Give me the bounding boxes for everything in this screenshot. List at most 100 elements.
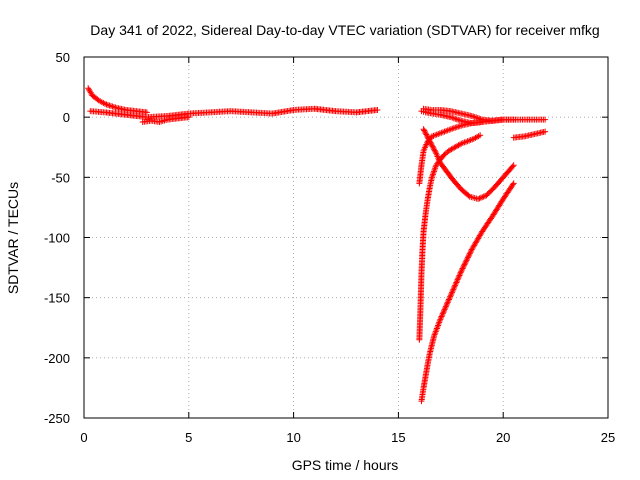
data-point-marker — [432, 148, 439, 155]
data-point-marker — [431, 147, 438, 154]
data-point-marker — [456, 272, 463, 279]
data-point-marker — [475, 195, 482, 202]
data-point-marker — [455, 273, 462, 280]
data-point-marker — [449, 114, 456, 121]
data-point-marker — [468, 112, 475, 119]
data-point-marker — [510, 180, 517, 187]
data-point-marker — [459, 265, 466, 272]
data-point-marker — [460, 264, 467, 271]
x-tick-label: 10 — [286, 430, 300, 445]
data-point-marker — [421, 127, 428, 134]
data-point-marker — [374, 106, 381, 113]
data-point-marker — [428, 140, 435, 147]
data-point-marker — [432, 163, 439, 170]
series-points — [418, 108, 486, 127]
data-point-marker — [429, 171, 436, 178]
data-point-marker — [453, 278, 460, 285]
data-point-marker — [450, 286, 457, 293]
data-point-marker — [428, 142, 435, 149]
data-point-marker — [422, 130, 429, 137]
x-tick-label: 25 — [601, 430, 615, 445]
data-point-marker — [471, 113, 478, 120]
data-point-marker — [453, 124, 460, 131]
data-point-marker — [441, 306, 448, 313]
axis-ticks: 0 5 10 15 20 25 -250 -200 -150 -100 -50 0 50 — [44, 50, 615, 445]
y-tick-label: -250 — [44, 411, 70, 426]
data-point-marker — [477, 132, 484, 139]
data-point-marker — [447, 292, 454, 299]
data-point-marker — [429, 172, 436, 179]
data-point-marker — [104, 101, 111, 108]
data-point-marker — [447, 114, 454, 121]
data-point-marker — [455, 275, 462, 282]
x-tick-label: 20 — [496, 430, 510, 445]
x-tick-label: 15 — [391, 430, 405, 445]
data-point-marker — [427, 139, 434, 146]
data-point-marker — [466, 251, 473, 258]
data-point-marker — [442, 305, 449, 312]
data-point-marker — [453, 279, 460, 286]
data-point-marker — [440, 309, 447, 316]
data-point-marker — [461, 261, 468, 268]
data-point-marker — [106, 102, 113, 109]
data-point-marker — [449, 125, 456, 132]
data-point-marker — [477, 116, 484, 123]
data-point-marker — [430, 144, 437, 151]
data-point-marker — [542, 116, 549, 123]
data-point-marker — [439, 310, 446, 317]
data-point-marker — [456, 123, 463, 130]
y-tick-label: 50 — [56, 50, 70, 65]
data-point-marker — [101, 100, 108, 107]
x-tick-label: 0 — [80, 430, 87, 445]
data-point-marker — [479, 194, 486, 201]
data-point-marker — [457, 269, 464, 276]
data-point-marker — [445, 297, 452, 304]
data-point-marker — [446, 295, 453, 302]
data-point-marker — [439, 312, 446, 319]
data-point-marker — [424, 132, 431, 139]
data-point-marker — [452, 115, 459, 122]
data-point-marker — [444, 300, 451, 307]
data-point-marker — [449, 288, 456, 295]
data-point-marker — [462, 260, 469, 267]
y-tick-label: -150 — [44, 291, 70, 306]
data-point-marker — [103, 101, 110, 108]
x-axis-label: GPS time / hours — [292, 457, 399, 473]
data-point-marker — [453, 116, 460, 123]
series-points — [139, 114, 192, 125]
data-point-marker — [468, 247, 475, 254]
data-point-marker — [444, 299, 451, 306]
data-point-marker — [480, 193, 487, 200]
series-points — [420, 105, 549, 124]
data-point-marker — [450, 285, 457, 292]
data-point-marker — [460, 262, 467, 269]
y-tick-label: -100 — [44, 231, 70, 246]
y-tick-label: -50 — [51, 170, 70, 185]
data-point-marker — [109, 103, 116, 110]
data-point-marker — [454, 276, 461, 283]
data-point-marker — [107, 102, 114, 109]
data-point-marker — [464, 254, 471, 261]
data-point-marker — [449, 289, 456, 296]
data-point-marker — [457, 271, 464, 278]
data-point-marker — [474, 115, 481, 122]
data-point-marker — [456, 141, 463, 148]
data-point-marker — [425, 135, 432, 142]
series-points — [420, 126, 517, 202]
data-point-marker — [462, 258, 469, 265]
series-points — [418, 180, 517, 405]
data-point-marker — [431, 166, 438, 173]
data-point-marker — [447, 126, 454, 133]
data-point-marker — [438, 313, 445, 320]
data-point-marker — [476, 195, 483, 202]
data-point-marker — [421, 128, 428, 135]
data-points — [85, 85, 549, 405]
data-point-marker — [430, 169, 437, 176]
data-point-marker — [463, 257, 470, 264]
data-point-marker — [465, 253, 472, 260]
data-point-marker — [110, 104, 117, 111]
data-point-marker — [424, 134, 431, 141]
data-point-marker — [476, 115, 483, 122]
data-point-marker — [456, 117, 463, 124]
